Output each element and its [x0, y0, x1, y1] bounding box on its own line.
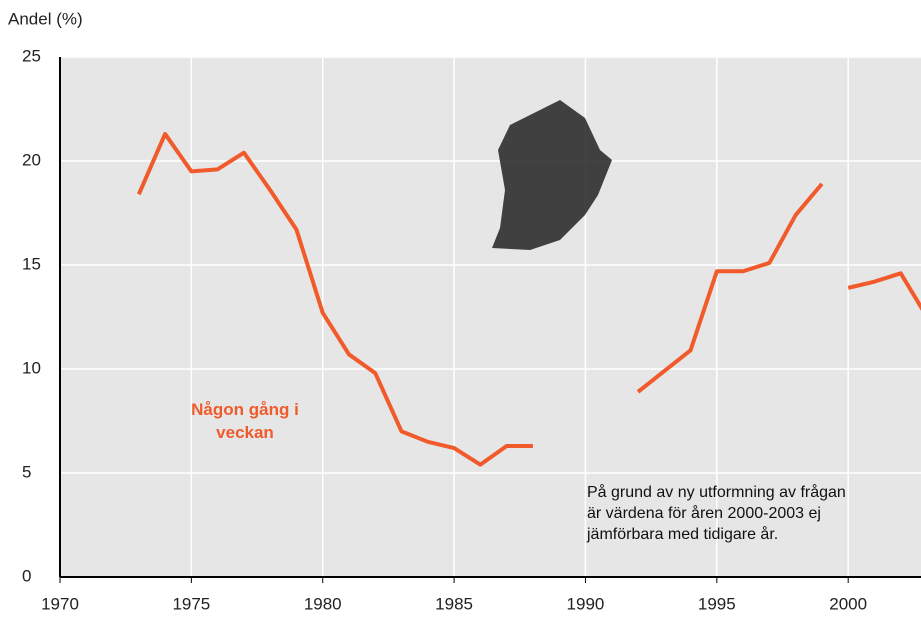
y-tick-label: 5	[22, 462, 31, 481]
annotation-line: är värdena för åren 2000-2003 ej	[587, 503, 846, 524]
annotation: På grund av ny utformning av frågan är v…	[587, 482, 846, 545]
x-tick-label: 2000	[829, 594, 867, 613]
x-tick-label: 1980	[304, 594, 342, 613]
y-tick-label: 10	[22, 358, 41, 377]
x-tick-label: 1970	[41, 594, 79, 613]
y-tick-label: 25	[22, 46, 41, 65]
y-tick-label: 15	[22, 254, 41, 273]
annotation-line: På grund av ny utformning av frågan	[587, 482, 846, 503]
series-label: Någon gång i veckan	[180, 398, 310, 444]
x-tick-label: 1985	[435, 594, 473, 613]
y-axis-label: Andel (%)	[8, 9, 83, 28]
annotation-line: jämförbara med tidigare år.	[587, 524, 846, 545]
x-tick-label: 1990	[567, 594, 605, 613]
page: {"chart_data": {"type": "line", "y_label…	[0, 0, 921, 617]
y-tick-label: 20	[22, 150, 41, 169]
x-tick-label: 1975	[172, 594, 210, 613]
x-tick-label: 1995	[698, 594, 736, 613]
y-tick-label: 0	[22, 566, 31, 585]
